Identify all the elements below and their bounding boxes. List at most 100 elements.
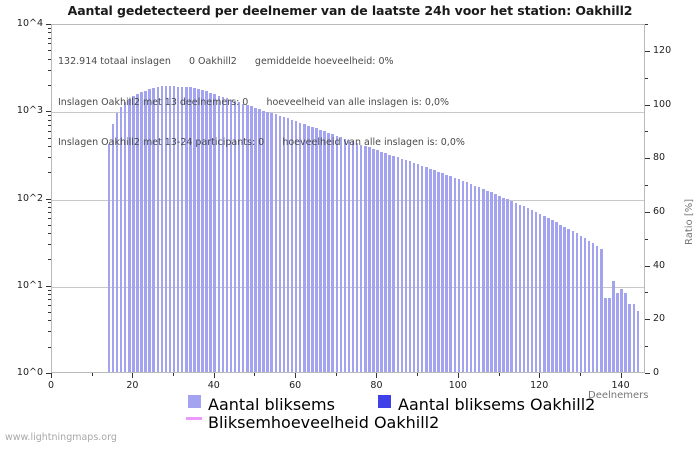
bar xyxy=(160,86,164,372)
bar xyxy=(400,158,404,372)
bar xyxy=(258,109,261,372)
y-axis-left-minor-tick xyxy=(48,28,51,29)
x-axis-tick-label: 60 xyxy=(289,380,302,391)
y-axis-right-tick xyxy=(645,319,650,320)
bar xyxy=(152,88,155,372)
bar xyxy=(298,122,302,372)
y-axis-right-title: Ratio [%] xyxy=(684,198,695,245)
bar xyxy=(302,124,306,372)
bar xyxy=(547,218,550,372)
x-axis-tick-label: 140 xyxy=(611,380,630,391)
x-axis-tick-label: 80 xyxy=(370,380,383,391)
bar xyxy=(616,293,619,372)
y-axis-left-tick-label: 10^0 xyxy=(16,367,43,378)
bar xyxy=(107,144,111,372)
y-axis-left-minor-tick xyxy=(48,244,51,245)
y-axis-left-minor-tick xyxy=(48,347,51,348)
x-axis-tick xyxy=(376,373,377,378)
bar xyxy=(262,110,265,372)
y-axis-right-minor-tick xyxy=(645,24,648,25)
bar xyxy=(364,145,367,372)
bar xyxy=(473,185,477,372)
x-axis-minor-tick xyxy=(173,373,174,376)
bar xyxy=(225,98,229,372)
bar xyxy=(315,128,318,372)
bar xyxy=(209,92,212,372)
bar xyxy=(205,91,208,372)
plot-inner xyxy=(52,25,644,372)
legend-label: Aantal bliksems xyxy=(208,395,335,414)
bar xyxy=(420,165,424,372)
y-axis-left-tick xyxy=(46,24,51,25)
bar xyxy=(526,208,530,372)
y-axis-right-minor-tick xyxy=(645,131,648,132)
bar xyxy=(595,245,599,372)
bar xyxy=(270,113,273,372)
bar xyxy=(604,298,607,372)
bar xyxy=(217,95,221,372)
bar xyxy=(250,106,253,372)
bar-series-aantal-bliksems xyxy=(52,25,644,372)
x-axis-tick xyxy=(621,373,622,378)
y-axis-left-minor-tick xyxy=(48,225,51,226)
bar xyxy=(620,288,623,372)
bar xyxy=(176,86,180,372)
bar xyxy=(266,111,269,372)
bar xyxy=(514,202,518,372)
bar xyxy=(164,85,168,372)
bar xyxy=(530,210,534,372)
x-axis-minor-tick xyxy=(580,373,581,376)
y-axis-left-tick-label: 10^4 xyxy=(16,18,43,29)
bar xyxy=(201,90,204,372)
bar xyxy=(290,119,294,372)
bar xyxy=(184,86,188,372)
y-axis-left-minor-tick xyxy=(48,85,51,86)
bar xyxy=(323,131,326,372)
bar xyxy=(465,182,469,372)
bar xyxy=(392,155,395,372)
y-axis-right-tick xyxy=(645,373,650,374)
bar xyxy=(429,168,432,372)
bar xyxy=(555,222,558,372)
bar xyxy=(286,118,290,372)
bar xyxy=(425,167,428,372)
watermark: www.lightningmaps.org xyxy=(5,432,117,443)
y-axis-right-tick-label: 120 xyxy=(653,44,672,56)
x-axis-tick xyxy=(132,373,133,378)
chart-legend: Aantal bliksems Aantal bliksems Oakhill2 B… xyxy=(0,394,700,432)
gridline xyxy=(52,112,644,113)
bar xyxy=(433,170,436,372)
bar xyxy=(522,206,526,372)
bar xyxy=(229,99,233,372)
bar xyxy=(494,193,497,372)
bar xyxy=(351,141,355,372)
bar xyxy=(189,87,192,372)
y-axis-left-minor-tick xyxy=(48,299,51,300)
y-axis-left-minor-tick xyxy=(48,157,51,158)
bar xyxy=(388,154,391,372)
x-axis-tick xyxy=(295,373,296,378)
bar xyxy=(591,243,595,372)
bar xyxy=(172,86,176,372)
x-axis-title: Deelnemers xyxy=(588,390,649,401)
y-axis-left-minor-tick xyxy=(48,202,51,203)
bar xyxy=(559,224,562,372)
bar xyxy=(632,304,636,372)
bar xyxy=(437,171,440,372)
y-axis-left-tick xyxy=(46,111,51,112)
bar xyxy=(441,173,444,372)
y-axis-left-minor-tick xyxy=(48,320,51,321)
y-axis-left-minor-tick xyxy=(48,212,51,213)
bar xyxy=(123,102,127,372)
bar xyxy=(608,298,611,372)
bar xyxy=(518,204,522,372)
y-axis-right-tick-label: 60 xyxy=(653,205,666,217)
y-axis-left-minor-tick xyxy=(48,331,51,332)
bar xyxy=(111,123,115,372)
y-axis-left-minor-tick xyxy=(48,207,51,208)
bar xyxy=(445,174,448,372)
bar xyxy=(612,281,615,372)
bar xyxy=(461,180,465,372)
y-axis-left-minor-tick xyxy=(48,32,51,33)
bar xyxy=(307,126,310,372)
